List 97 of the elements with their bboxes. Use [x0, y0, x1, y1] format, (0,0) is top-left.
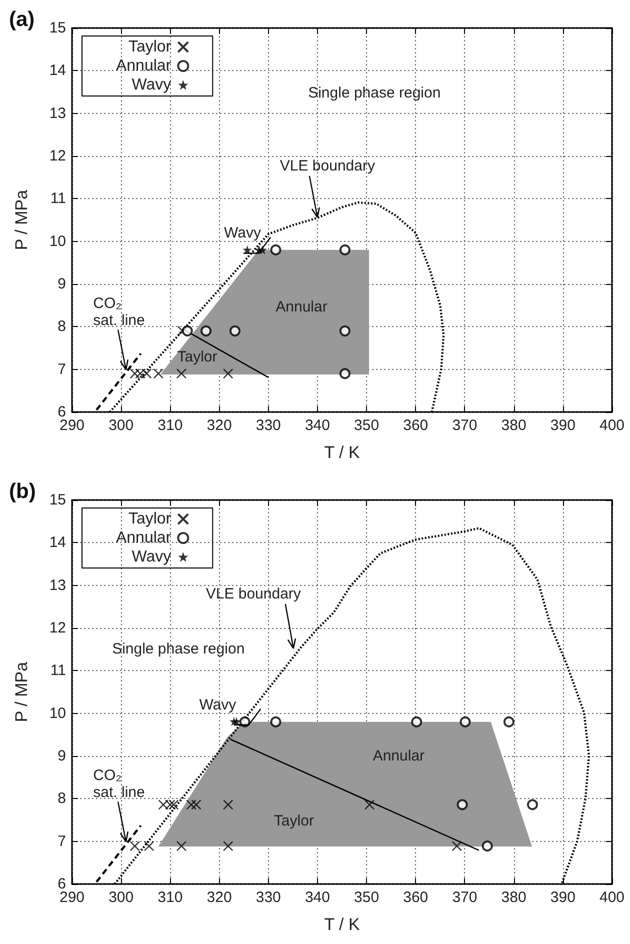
point — [232, 716, 241, 726]
annotation: CO₂ sat. line — [93, 766, 145, 801]
x-tick-label: 390 — [550, 889, 576, 906]
point — [482, 840, 493, 852]
legend-label: Wavy — [132, 76, 172, 94]
point — [526, 799, 538, 810]
point — [130, 840, 140, 852]
x-tick-label: 390 — [550, 417, 576, 434]
legend-label: Annular — [116, 530, 172, 546]
y-tick-label: 10 — [49, 232, 66, 250]
x-tick-label: 360 — [403, 889, 428, 906]
point — [182, 325, 193, 336]
annotation: Wavy — [199, 696, 236, 714]
x-tick-label: 330 — [256, 889, 281, 906]
annotation: Wavy — [224, 224, 262, 242]
x-tick-label: 300 — [108, 417, 134, 434]
point — [168, 800, 179, 810]
legend-label: Annular — [116, 58, 172, 74]
y-tick-label: 8 — [58, 790, 66, 808]
legend-label: Taylor — [128, 38, 172, 56]
y-axis-title: P / MPa — [12, 189, 31, 250]
point — [158, 800, 168, 810]
point — [165, 800, 176, 810]
y-tick-label: 9 — [58, 276, 66, 292]
y-tick-label: 11 — [50, 190, 66, 208]
y-tick-label: 9 — [58, 748, 66, 764]
point — [223, 840, 234, 852]
point — [176, 368, 187, 379]
point — [186, 800, 196, 810]
y-tick-label: 13 — [49, 576, 66, 594]
x-axis-title: T / K — [324, 915, 360, 934]
annotation: Single phase region — [308, 84, 441, 102]
annotation: VLE boundary — [206, 586, 301, 603]
annotation: Annular — [276, 298, 328, 316]
point — [191, 800, 202, 810]
annotation: Taylor — [274, 812, 314, 830]
x-axis-title: T / K — [324, 443, 360, 462]
legend-label: Taylor — [128, 510, 172, 528]
x-tick-label: 340 — [304, 417, 330, 434]
point — [339, 325, 350, 336]
point — [130, 368, 140, 379]
point — [223, 368, 234, 379]
point — [200, 325, 212, 336]
y-tick-label: 8 — [58, 318, 66, 336]
annotation: VLE boundary — [280, 158, 375, 175]
y-tick-label: 15 — [49, 20, 66, 36]
point — [153, 368, 164, 379]
chart-title: (b) — [9, 480, 36, 503]
x-tick-label: 370 — [452, 417, 478, 434]
y-tick-label: 15 — [49, 492, 66, 508]
point — [456, 799, 468, 810]
y-tick-label: 14 — [49, 62, 66, 80]
y-tick-label: 11 — [50, 662, 66, 680]
y-tick-label: 12 — [49, 620, 66, 636]
point — [339, 244, 350, 256]
x-tick-label: 370 — [452, 889, 478, 906]
point — [223, 800, 234, 810]
annotation: Taylor — [177, 348, 218, 366]
x-tick-label: 400 — [599, 417, 625, 434]
y-axis-title: P / MPa — [12, 661, 31, 722]
x-tick-label: 330 — [256, 417, 281, 434]
y-tick-label: 10 — [49, 704, 66, 722]
x-tick-label: 340 — [304, 889, 330, 906]
annotation: CO₂ sat. line — [93, 294, 145, 329]
y-tick-label: 7 — [58, 832, 66, 850]
x-tick-label: 400 — [599, 889, 625, 906]
x-tick-label: 310 — [158, 889, 183, 906]
point — [229, 325, 240, 336]
point — [135, 368, 146, 379]
x-tick-label: 380 — [501, 889, 526, 906]
x-tick-label: 350 — [354, 889, 380, 906]
point — [411, 716, 422, 728]
y-tick-label: 13 — [49, 104, 66, 122]
point — [270, 716, 282, 728]
y-tick-label: 14 — [49, 534, 66, 552]
y-tick-label: 7 — [58, 360, 66, 378]
x-tick-label: 360 — [403, 417, 428, 434]
point — [144, 840, 154, 852]
annotation: Single phase region — [112, 640, 245, 658]
point — [452, 840, 462, 852]
legend-label: Wavy — [132, 548, 172, 566]
annotation: Annular — [372, 748, 425, 765]
x-tick-label: 350 — [354, 417, 380, 434]
point — [364, 800, 375, 810]
point — [460, 716, 471, 728]
x-tick-label: 380 — [501, 417, 526, 434]
point — [270, 244, 282, 256]
point — [503, 716, 514, 728]
x-tick-label: 320 — [206, 417, 232, 434]
x-tick-label: 310 — [158, 417, 183, 434]
x-tick-label: 320 — [206, 889, 232, 906]
x-tick-label: 300 — [108, 889, 134, 906]
point — [176, 840, 187, 852]
y-tick-label: 12 — [49, 148, 66, 164]
point — [339, 368, 350, 380]
chart-title: (a) — [9, 8, 35, 31]
point — [142, 368, 152, 379]
